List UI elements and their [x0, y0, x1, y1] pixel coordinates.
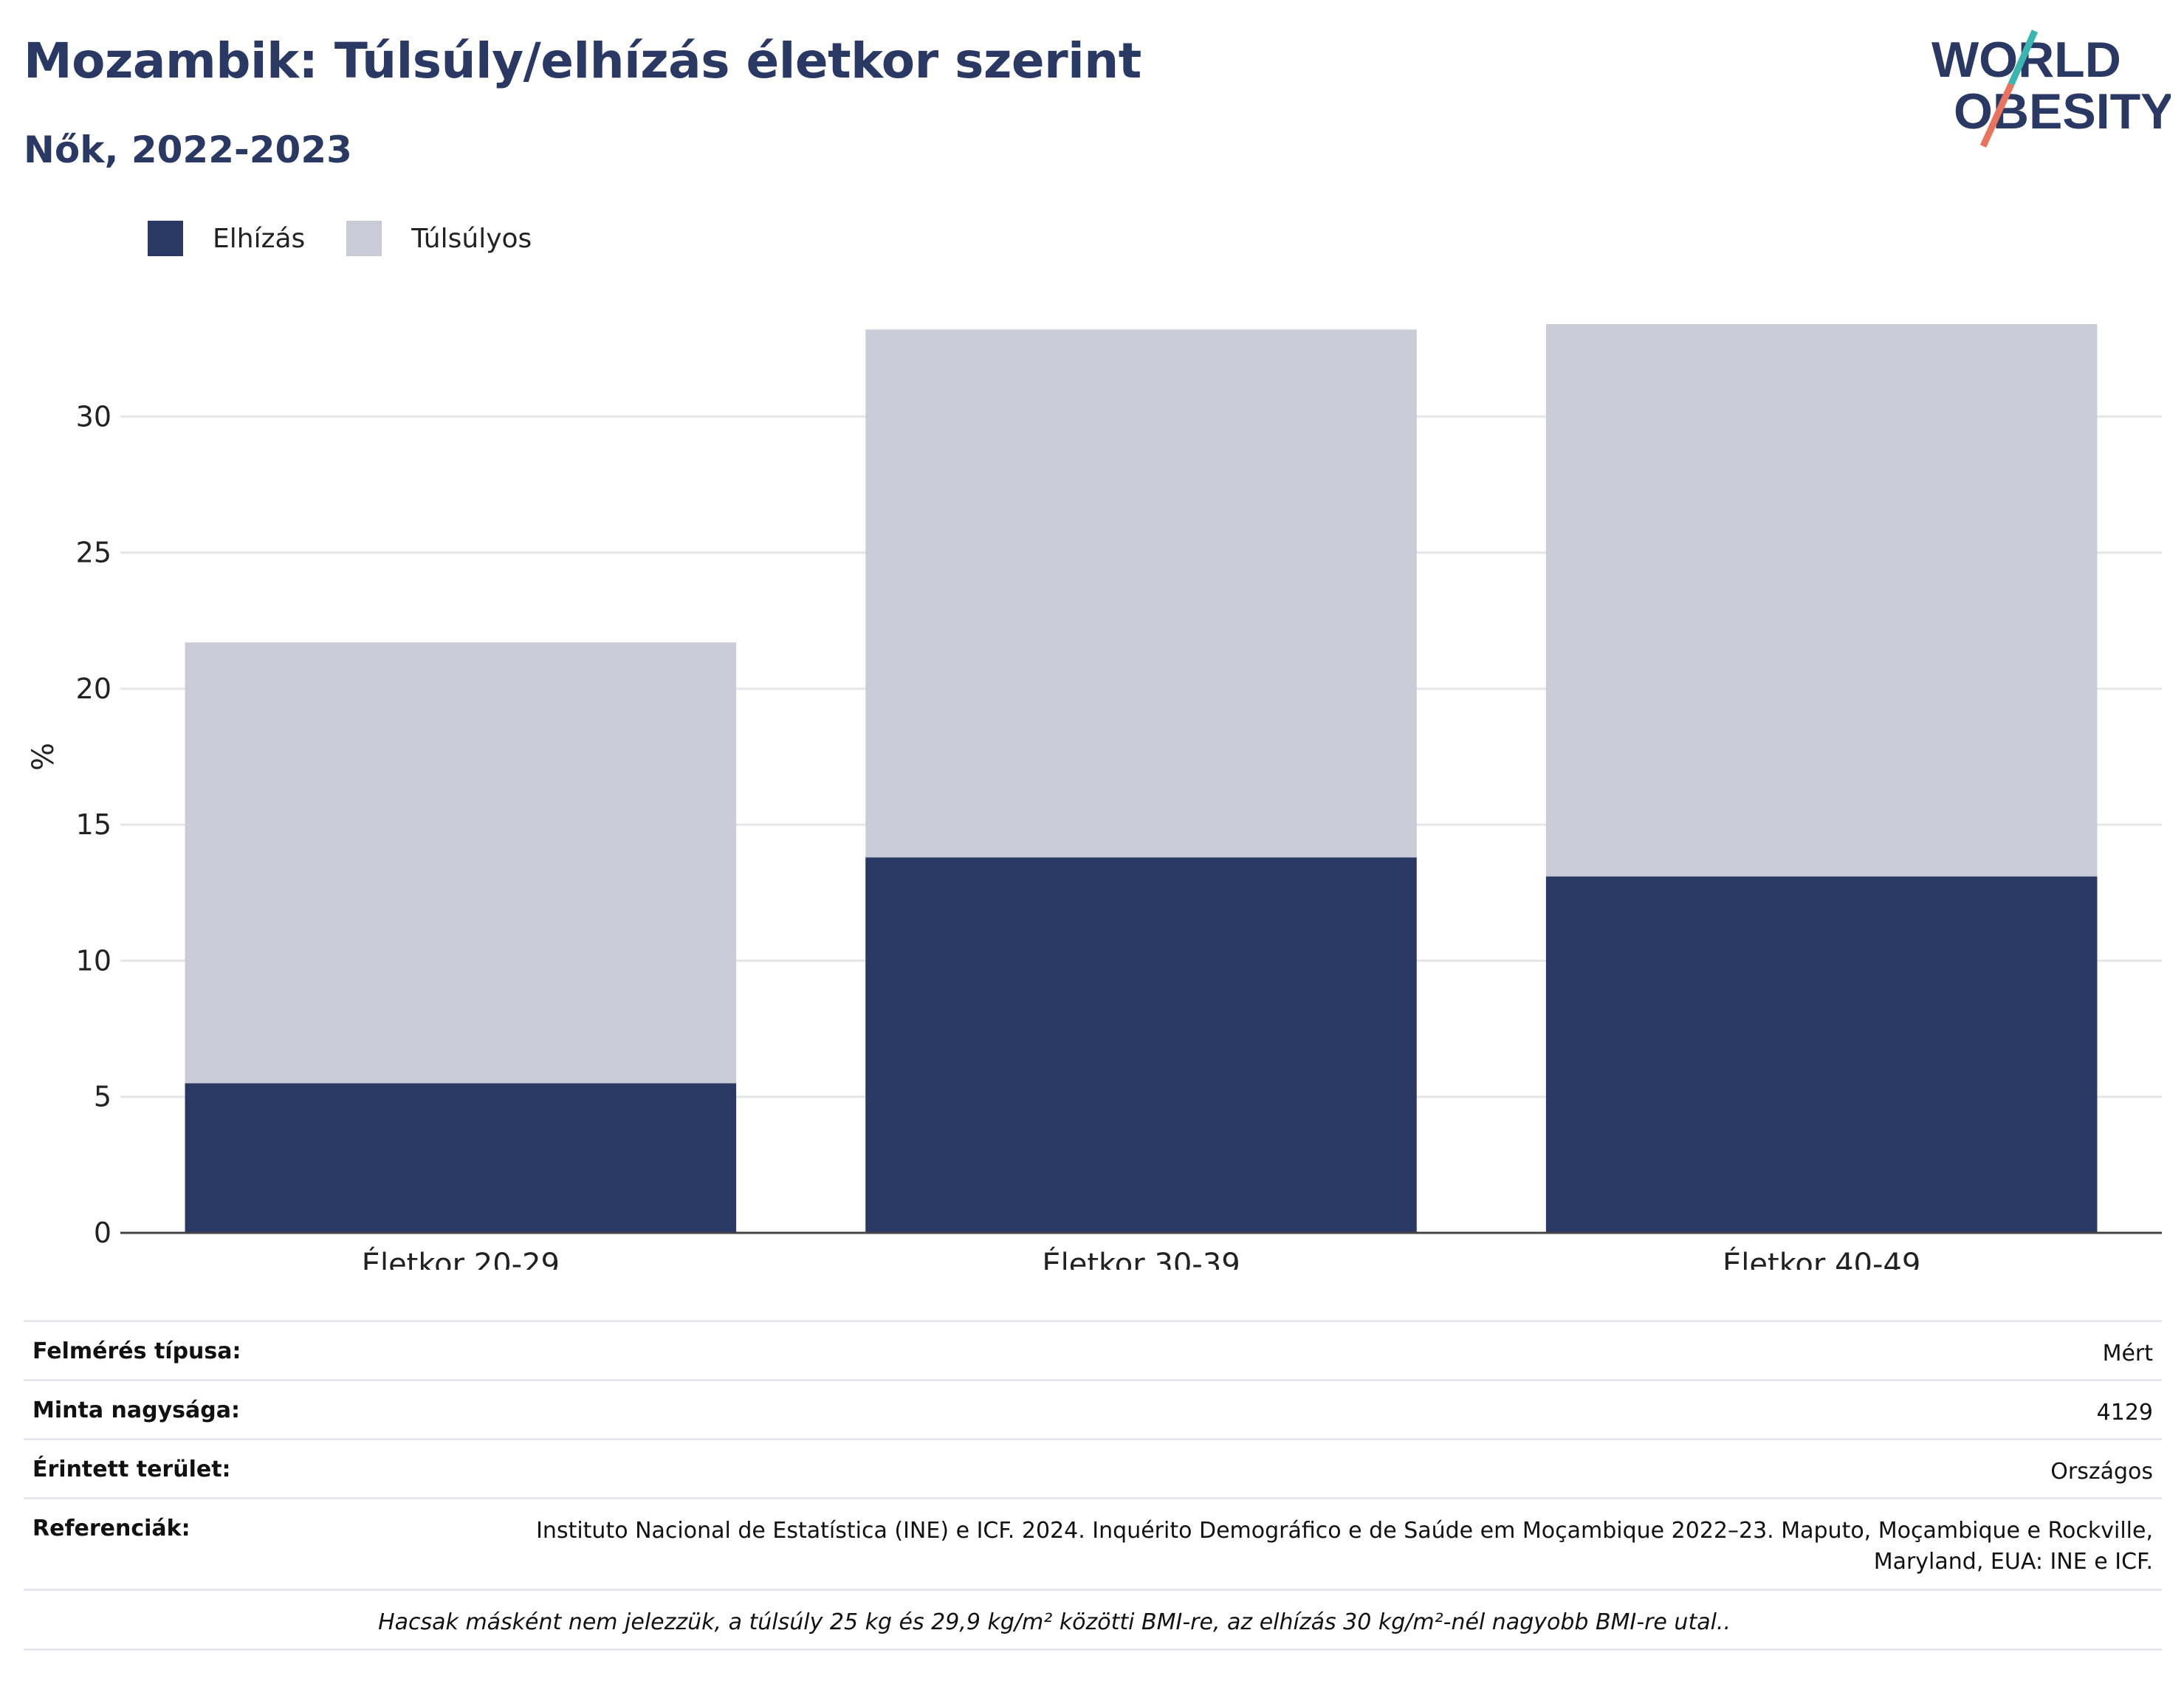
- area-label: Érintett terület:: [32, 1457, 231, 1482]
- legend-swatch-overweight: [346, 221, 382, 256]
- bar-overweight: [865, 329, 1417, 858]
- legend-item-obesity[interactable]: Elhízás: [148, 221, 305, 256]
- bar-obesity: [1545, 876, 2098, 1233]
- definition-note: Hacsak másként nem jelezzük, a túlsúly 2…: [378, 1609, 1731, 1635]
- info-row-area: Érintett terület: Országos: [24, 1438, 2162, 1497]
- logo-slash-coral: [1979, 83, 2015, 148]
- x-tick-label: Életkor 20-29: [362, 1246, 560, 1270]
- x-tick-label: Életkor 30-39: [1042, 1246, 1240, 1270]
- references-label: Referenciák:: [32, 1516, 190, 1541]
- y-tick-label: 25: [76, 537, 111, 569]
- survey-type-value: Mért: [2102, 1341, 2153, 1366]
- legend-label-overweight: Túlsúlyos: [411, 223, 532, 254]
- references-value: Instituto Nacional de Estatística (INE) …: [536, 1518, 2153, 1575]
- legend-label-obesity: Elhízás: [213, 223, 306, 254]
- sample-size-label: Minta nagysága:: [32, 1397, 240, 1423]
- bar-overweight: [1545, 323, 2098, 877]
- area-value: Országos: [2050, 1459, 2153, 1485]
- info-row-survey-type: Felmérés típusa: Mért: [24, 1320, 2162, 1379]
- bar-overweight: [185, 642, 737, 1084]
- chart-subtitle: Nők, 2022-2023: [24, 128, 352, 171]
- legend-swatch-obesity: [148, 221, 183, 256]
- y-tick-label: 15: [76, 808, 111, 841]
- logo-slash-teal: [2008, 30, 2039, 86]
- chart-legend: Elhízás Túlsúlyos: [148, 219, 573, 258]
- y-tick-label: 30: [76, 400, 111, 433]
- info-row-note: Hacsak másként nem jelezzük, a túlsúly 2…: [24, 1589, 2162, 1651]
- sample-size-value: 4129: [2096, 1400, 2153, 1426]
- y-tick-label: 5: [94, 1081, 111, 1113]
- world-obesity-logo: WORLD OBESITY: [1931, 30, 2171, 148]
- survey-info-table: Felmérés típusa: Mért Minta nagysága: 41…: [24, 1320, 2162, 1651]
- info-row-references: Referenciák: Instituto Nacional de Estat…: [24, 1497, 2162, 1589]
- bar-obesity: [185, 1083, 737, 1233]
- x-tick-label: Életkor 40-49: [1723, 1246, 1920, 1270]
- y-axis-label: %: [27, 743, 61, 771]
- chart-title: Mozambik: Túlsúly/elhízás életkor szerin…: [24, 32, 1141, 89]
- bar-obesity: [865, 857, 1417, 1233]
- info-row-sample-size: Minta nagysága: 4129: [24, 1379, 2162, 1438]
- legend-item-overweight[interactable]: Túlsúlyos: [346, 221, 532, 256]
- y-tick-label: 10: [76, 944, 111, 977]
- stacked-bar-chart: 0 5 10 15 20 25 30% Életkor 20-29 Életkor 30-39 É…: [27, 323, 2162, 1270]
- logo-line-2: OBESITY: [1954, 83, 2171, 140]
- logo-line-1: WORLD: [1931, 32, 2121, 88]
- y-tick-label: 0: [94, 1217, 111, 1249]
- y-tick-label: 20: [76, 673, 111, 705]
- survey-type-label: Felmérés típusa:: [32, 1338, 241, 1364]
